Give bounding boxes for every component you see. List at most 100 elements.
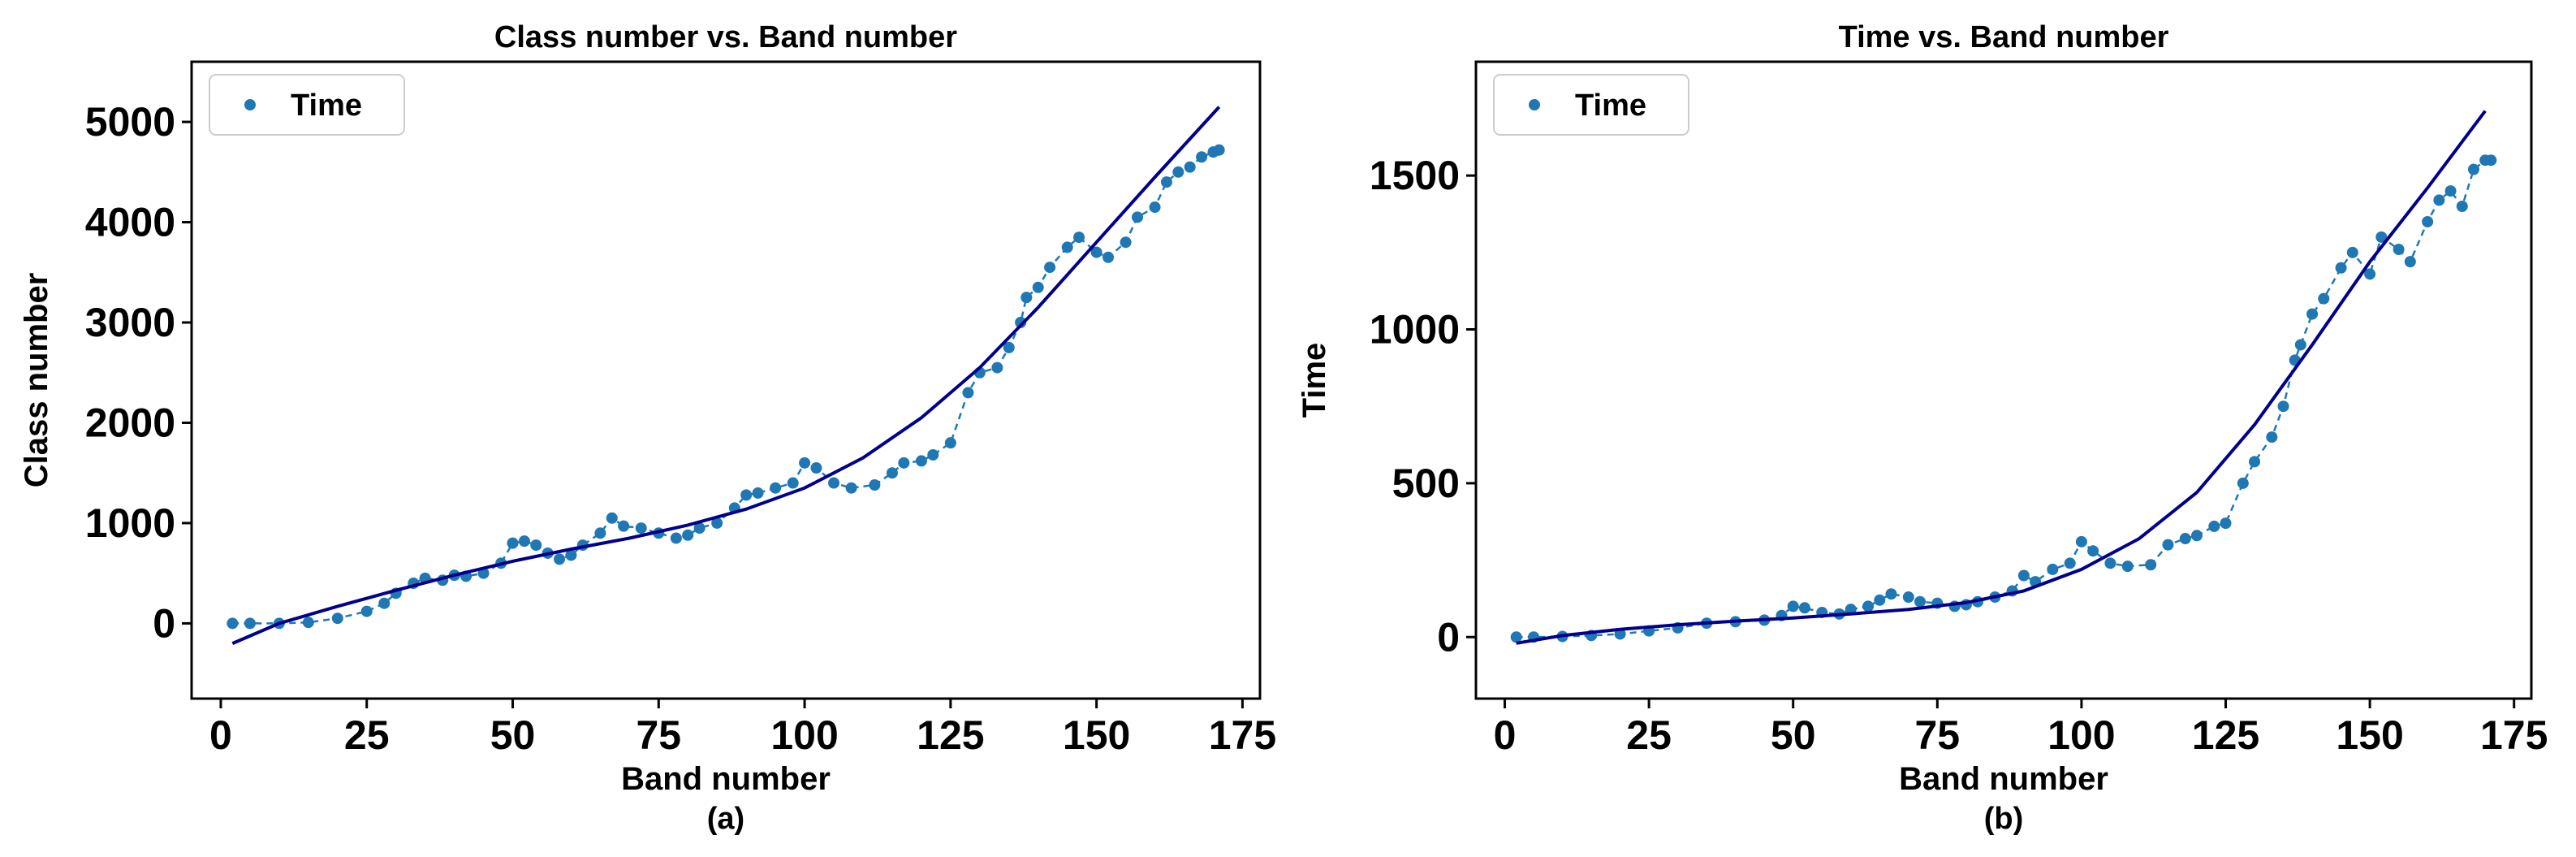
data-point — [2346, 246, 2358, 258]
legend-marker — [1529, 99, 1540, 110]
data-point — [1874, 594, 1886, 606]
data-point — [518, 535, 530, 548]
x-tick-label: 0 — [1494, 712, 1517, 758]
x-tick-label: 75 — [1914, 712, 1960, 758]
chart-b-title: Time vs. Band number — [1839, 20, 2169, 54]
data-point — [635, 522, 647, 535]
x-tick-label: 25 — [344, 712, 390, 758]
data-point — [2104, 557, 2116, 569]
data-point — [682, 529, 694, 541]
chart-a-y-axis-label: Class number — [19, 273, 54, 488]
chart-b-x-axis-label: Band number — [1899, 761, 2108, 797]
data-point — [1003, 341, 1015, 353]
data-point — [944, 437, 956, 449]
data-point — [1862, 600, 1875, 612]
x-tick-label: 125 — [917, 712, 984, 758]
data-point — [2364, 268, 2376, 280]
data-point — [2294, 339, 2306, 351]
data-point — [1090, 246, 1102, 258]
legend-box — [1493, 74, 1689, 136]
y-tick-label: 1000 — [1370, 307, 1460, 353]
data-point — [302, 617, 314, 629]
x-tick-label: 75 — [636, 712, 681, 758]
data-point — [1885, 588, 1897, 600]
data-point — [565, 549, 577, 561]
data-point — [1184, 161, 1196, 173]
x-tick-label: 150 — [1063, 712, 1130, 758]
data-point — [1044, 262, 1056, 274]
data-point — [962, 387, 974, 399]
data-point — [2485, 154, 2497, 167]
data-point — [693, 522, 705, 535]
data-point — [1102, 251, 1115, 263]
data-point — [2047, 563, 2059, 575]
data-point — [915, 455, 927, 467]
data-point — [2335, 262, 2347, 274]
y-tick-label: 2000 — [85, 400, 175, 445]
y-tick-label: 1000 — [85, 500, 175, 546]
data-point — [2208, 520, 2220, 532]
data-point — [2121, 561, 2134, 573]
chart-a-title: Class number vs. Band number — [494, 20, 957, 54]
data-point — [1213, 144, 1225, 156]
data-point — [1172, 166, 1184, 178]
data-point — [2190, 530, 2203, 542]
x-tick-label: 25 — [1626, 712, 1672, 758]
chart-b-caption: (b) — [1984, 802, 2024, 836]
fit-line — [231, 106, 1221, 645]
y-tick-label: 4000 — [85, 200, 175, 245]
data-point — [2306, 308, 2319, 320]
data-point — [2145, 559, 2157, 571]
legend-label: Time — [1575, 89, 1646, 123]
data-point — [991, 361, 1003, 374]
data-point — [2422, 215, 2434, 227]
data-point — [740, 489, 753, 501]
x-tick-label: 100 — [770, 712, 838, 758]
data-point — [554, 553, 566, 565]
data-point — [869, 479, 881, 491]
data-point — [1798, 602, 1810, 614]
data-point — [2456, 201, 2468, 213]
data-point — [927, 448, 939, 461]
chart-b: Time vs. Band number 0 25 50 75 100 125 150 175 0… — [1297, 20, 2548, 836]
fit-curve-b — [1516, 110, 2487, 645]
data-point — [1196, 151, 1208, 163]
data-point — [1510, 631, 1522, 643]
data-point — [886, 467, 898, 479]
data-point — [1914, 595, 1926, 608]
data-point — [606, 512, 618, 524]
data-dashed-line — [232, 149, 1220, 625]
x-tick-label: 50 — [490, 712, 536, 758]
x-tick-label: 125 — [2192, 712, 2259, 758]
data-point — [2162, 539, 2174, 551]
data-point — [1131, 211, 1143, 223]
data-point — [2318, 292, 2330, 305]
y-tick-label: 5000 — [85, 99, 175, 145]
chart-a: Class number vs. Band number 0 25 50 75 100 12… — [19, 20, 1276, 836]
y-tick-label: 0 — [153, 600, 175, 646]
data-point — [1032, 281, 1044, 293]
data-point — [2266, 431, 2278, 444]
y-tick-label: 500 — [1392, 461, 1460, 506]
data-point — [2467, 163, 2479, 175]
data-point — [2220, 517, 2232, 530]
data-point — [227, 617, 239, 630]
x-tick-label: 100 — [2047, 712, 2115, 758]
data-point — [787, 477, 799, 489]
x-tick-label: 175 — [1209, 712, 1276, 758]
chart-a-x-axis-label: Band number — [621, 761, 831, 797]
data-point — [244, 617, 256, 630]
data-point — [331, 612, 343, 625]
chart-a-plot-frame — [190, 60, 1262, 700]
x-tick-label: 50 — [1771, 712, 1816, 758]
chart-b-legend: Time — [1493, 74, 1689, 136]
scatter-series-a — [227, 144, 1225, 630]
data-point — [752, 487, 764, 499]
chart-b-y-axis-label: Time — [1297, 343, 1332, 418]
data-point — [2064, 557, 2076, 569]
data-dashed-line — [1516, 158, 2492, 638]
data-point — [1015, 317, 1027, 329]
data-point — [594, 527, 606, 539]
data-point — [711, 517, 723, 529]
data-point — [670, 532, 682, 544]
